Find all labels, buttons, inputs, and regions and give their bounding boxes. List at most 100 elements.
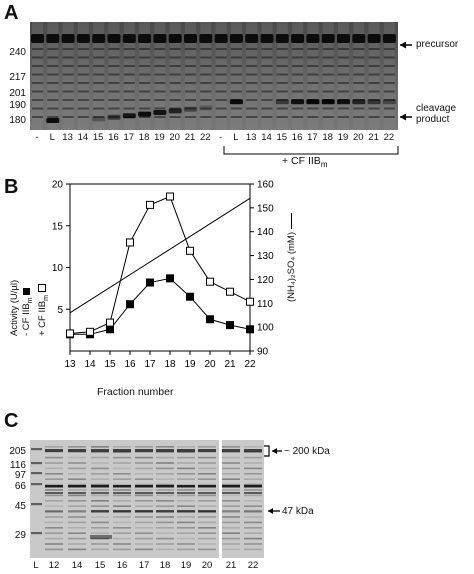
series-line-minus-cf: [70, 277, 251, 335]
mw-marker-c: 116: [10, 460, 26, 471]
x-axis-label: Fraction number: [97, 386, 174, 398]
gel-c-lane-label: 21: [225, 560, 237, 571]
mw-marker-c: 66: [14, 481, 26, 492]
activity-chart: 13 14 15 16 17 18 19 20 21 22 5 10 15 20 90 100 110 120 13…: [52, 180, 274, 371]
gel-c-lane-label: 12: [48, 560, 60, 571]
x-tick-label: 20: [204, 359, 216, 370]
precursor-label: precursor: [416, 39, 459, 50]
mw-marker-a: 180: [9, 115, 26, 126]
left-axis-plus-cf: + CF IIBm: [37, 206, 53, 336]
gel-c-lane-label: 22: [247, 560, 259, 571]
data-point-minus-cf: [226, 321, 234, 330]
right-axis-title: (NH₄)₂SO₄ (mM): [286, 172, 297, 302]
gel-a-lane-label: 14: [77, 132, 89, 143]
gel-a-lane-label: 17: [307, 132, 318, 143]
gel-a-lane-label: 13: [62, 132, 73, 143]
cf-bracket-sub: m: [320, 160, 328, 170]
data-point-plus-cf: [86, 327, 94, 336]
gel-a-lane-label: 13: [245, 132, 257, 143]
gel-a-bands: [31, 22, 396, 130]
mw-marker-a: 217: [9, 72, 26, 83]
x-tick-label: 14: [84, 359, 96, 370]
left-axis-minus-sub: m: [26, 297, 34, 304]
y-right-tick-label: 150: [257, 203, 274, 214]
gel-c-lane-label: 18: [159, 560, 171, 571]
data-point-plus-cf: [146, 200, 154, 209]
gel-c-lane-label: 19: [180, 560, 192, 571]
cleavage-label: cleavage: [416, 103, 457, 114]
data-point-minus-cf: [246, 325, 254, 334]
x-tick-label: 17: [144, 359, 156, 370]
ammonium-sulfate-gradient-line: [69, 197, 251, 314]
mw-marker-c: 45: [14, 501, 26, 512]
data-point-minus-cf: [106, 325, 114, 334]
gel-a-lane-label: 21: [184, 132, 196, 143]
gel-c-bands: [31, 440, 262, 558]
x-tick-label: 19: [184, 359, 196, 370]
gel-a-lane-label: L: [49, 132, 55, 143]
filled-square-icon: [22, 287, 30, 295]
open-square-icon: [38, 284, 47, 293]
gel-c: [30, 440, 264, 558]
gel-c-lane-label: 15: [94, 560, 106, 571]
data-point-plus-cf: [126, 238, 134, 247]
gel-a-lane-label: -: [35, 132, 39, 143]
gel-a-lane-label: 16: [108, 132, 119, 143]
panel-b-letter: B: [4, 176, 19, 198]
gel-a-lane-label: 22: [383, 132, 395, 143]
y-right-tick-label: 160: [257, 180, 274, 191]
data-point-plus-cf: [206, 277, 214, 286]
gel-c-lane-label: 17: [138, 560, 150, 571]
left-axis-minus-cf: - CF IIBm: [21, 206, 37, 336]
data-point-minus-cf: [206, 315, 214, 324]
gel-c-lane-label: 14: [71, 560, 83, 571]
gel-a-lane-label: L: [233, 132, 239, 143]
data-point-plus-cf: [246, 297, 254, 306]
y-right-tick-label: 100: [257, 323, 274, 334]
gel-a-lane-label: -: [219, 132, 223, 143]
gel-a-lane-labels: - L 13 14 15 16 17 18 19 20 21 22- L 13 14 15 16 17 18 19 20…: [0, 132, 474, 146]
y-right-tick-label: 90: [257, 347, 269, 358]
y-left-tick-label: 5: [57, 305, 63, 316]
chart-frame: [69, 183, 251, 352]
data-point-minus-cf: [146, 278, 154, 287]
data-point-minus-cf: [166, 274, 174, 283]
mw-marker-a: 240: [9, 47, 26, 58]
y-right-tick-label: 140: [257, 227, 274, 238]
y-right-tick-label: 130: [257, 251, 274, 262]
left-axis-minus-text: - CF IIB: [21, 303, 32, 336]
mw-marker-c: 29: [14, 530, 26, 541]
x-tick-label: 13: [64, 359, 76, 370]
annotation-47kda: 47 kDa: [282, 506, 314, 517]
x-tick-label: 16: [124, 359, 136, 370]
cleavage-label-product: product: [416, 114, 450, 125]
mw-marker-c: 97: [14, 470, 26, 481]
gel-c-lane-labels: L 12 14 15 16 17 18 19 20 21 22: [0, 560, 474, 574]
gel-a-arrows: [400, 41, 412, 121]
line-legend-icon: [290, 213, 292, 230]
mw-marker-c: 205: [9, 446, 26, 457]
data-point-plus-cf: [66, 329, 74, 338]
left-axis-activity: Activity (U/µl): [9, 279, 20, 336]
bracket-200-icon: [264, 445, 270, 457]
mw-marker-a: 201: [9, 88, 26, 99]
panel-c-letter: C: [4, 410, 19, 432]
panel-a-letter: A: [4, 2, 19, 24]
left-axis-plus-sub: m: [42, 295, 50, 301]
gel-a-lane-label: 22: [200, 132, 211, 143]
gel-a-lane-label: 20: [169, 132, 180, 143]
left-axis-title: Activity (U/µl) - CF IIBm + CF IIBm: [9, 206, 53, 336]
y-right-tick-label: 110: [257, 299, 273, 310]
data-point-plus-cf: [186, 246, 194, 255]
left-axis-plus-text: + CF IIB: [36, 300, 48, 336]
gel-a-lane-label: 18: [138, 132, 150, 143]
x-tick-label: 21: [224, 359, 236, 370]
gel-a-lane-label: 17: [123, 132, 135, 143]
x-tick-label: 22: [244, 359, 256, 370]
x-tick-label: 15: [104, 359, 116, 370]
gel-a-lane-label: 15: [276, 132, 288, 143]
gel-c-annotations: [264, 445, 282, 514]
series-line-plus-cf: [69, 195, 251, 334]
gel-a-lane-label: 20: [353, 132, 364, 143]
gel-a-lane-label: 15: [92, 132, 104, 143]
